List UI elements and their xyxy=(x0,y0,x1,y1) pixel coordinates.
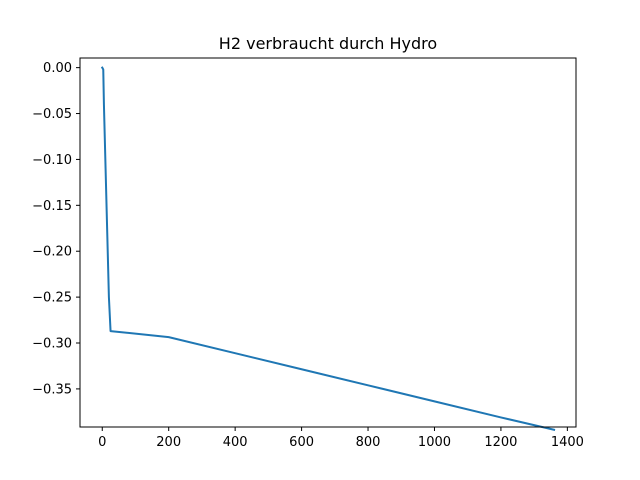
x-tick-label: 0 xyxy=(98,435,106,450)
y-tick-label: 0.00 xyxy=(43,61,72,76)
y-tick-label: −0.35 xyxy=(32,382,72,397)
x-tick-label: 800 xyxy=(356,435,381,450)
x-tick-label: 1200 xyxy=(484,435,517,450)
plot-area xyxy=(100,66,556,431)
y-tick-label: −0.10 xyxy=(32,153,72,168)
x-tick-label: 400 xyxy=(223,435,248,450)
y-tick-label: −0.05 xyxy=(32,107,72,122)
y-tick-label: −0.25 xyxy=(32,291,72,306)
x-tick-label: 200 xyxy=(156,435,181,450)
x-tick-label: 1000 xyxy=(418,435,451,450)
axes-frame xyxy=(79,57,577,428)
y-tick-label: −0.30 xyxy=(32,337,72,352)
y-tick-label: −0.15 xyxy=(32,199,72,214)
y-axis: 0.00 −0.05 −0.10 −0.15 −0.20 −0.25 −0.30 −0.35 xyxy=(32,61,80,397)
y-tick-label: −0.20 xyxy=(32,245,72,260)
series-line xyxy=(100,66,556,431)
x-tick-label: 600 xyxy=(289,435,314,450)
chart-title: H2 verbraucht durch Hydro xyxy=(219,34,437,53)
x-axis: 0 200 400 600 800 1000 1200 1400 xyxy=(98,427,584,450)
x-tick-label: 1400 xyxy=(551,435,584,450)
